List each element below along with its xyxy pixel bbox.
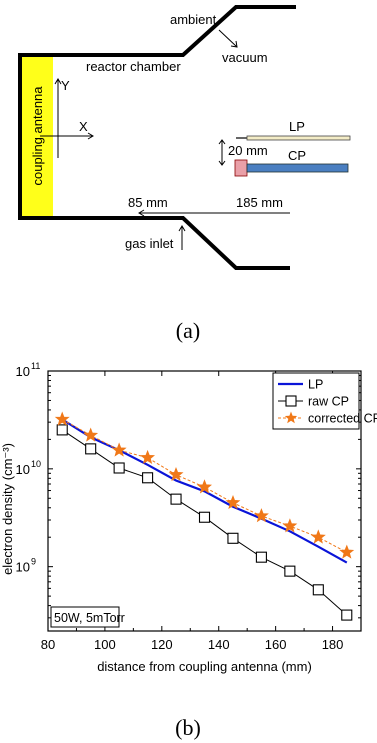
raw-cp-point — [170, 493, 182, 505]
y-tick-label: 10 — [16, 560, 30, 575]
legend-marker — [284, 411, 298, 424]
spacing-label: 20 mm — [228, 143, 268, 158]
raw-cp-point — [85, 443, 97, 455]
lp-label: LP — [289, 119, 305, 134]
cp-probe-head — [234, 159, 248, 177]
corrected-cp-point — [310, 529, 326, 544]
corrected-cp-point — [339, 544, 355, 559]
chamber-bottom-wall — [20, 216, 290, 270]
legend-label: corrected CP — [308, 412, 377, 426]
gas-inlet-label: gas inlet — [125, 236, 174, 251]
y-tick-label: 10 — [16, 462, 30, 477]
ambient-vacuum-arrowhead — [230, 40, 238, 48]
corrected-cp-point — [111, 442, 127, 457]
cp-probe — [246, 163, 349, 173]
corrected-cp-point — [282, 518, 298, 533]
raw-cp-point — [198, 511, 211, 523]
reactor-schematic: coupling antenna ambient vacuum reactor … — [18, 5, 351, 343]
ambient-vacuum-arrow — [218, 29, 238, 48]
coupling-antenna-label: coupling antenna — [30, 86, 45, 186]
condition-annotation: 50W, 5mTorr — [54, 611, 125, 625]
condition-annotation-box — [50, 606, 120, 628]
cp-label: CP — [288, 148, 306, 163]
vacuum-label: vacuum — [222, 50, 268, 65]
corrected-cp-point — [83, 427, 99, 442]
y-tick-label: 10 — [16, 364, 30, 379]
chamber-top-wall — [20, 5, 296, 57]
raw-cp-point — [227, 532, 239, 544]
reactor-chamber-label: reactor chamber — [86, 59, 181, 74]
y-tick-exponent: 9 — [31, 557, 36, 567]
corrected-cp-point — [254, 508, 269, 523]
ambient-label: ambient — [170, 12, 217, 27]
x-tick-label: 180 — [322, 637, 344, 652]
spacing-arrowhead-top — [218, 139, 226, 145]
raw-cp-point — [142, 472, 154, 484]
panel-a-caption: (a) — [176, 318, 200, 343]
y-tick-exponent: 11 — [31, 361, 40, 371]
raw-cp-point — [255, 551, 267, 563]
corrected-cp-point — [197, 479, 212, 494]
raw-cp-point — [56, 424, 68, 436]
x-tick-label: 100 — [94, 637, 116, 652]
distance-185-label: 185 mm — [236, 195, 283, 210]
y-axis-label: Y — [61, 78, 70, 93]
lp-probe — [246, 135, 351, 141]
x-tick-label: 80 — [41, 637, 55, 652]
corrected-cp-point — [140, 449, 156, 464]
raw-cp-point — [284, 565, 296, 577]
spacing-arrowhead-bottom — [218, 160, 226, 166]
x-axis-label: X — [79, 119, 88, 134]
panel-b-caption: (b) — [175, 715, 201, 740]
corrected-cp-point — [54, 411, 70, 426]
legend-marker — [285, 395, 297, 407]
x-axis-title: distance from coupling antenna (mm) — [97, 659, 312, 674]
legend-label: LP — [308, 378, 323, 392]
raw-cp-point — [341, 609, 353, 621]
raw-cp-point — [312, 584, 324, 596]
distance-arrowhead — [138, 209, 145, 217]
y-axis-arrowhead — [54, 78, 62, 85]
legend-label: raw CP — [308, 395, 349, 409]
gas-inlet-arrowhead — [178, 225, 186, 232]
series-line-corrected-cp — [61, 418, 348, 553]
x-tick-label: 160 — [265, 637, 287, 652]
distance-85-label: 85 mm — [128, 195, 168, 210]
corrected-cp-point — [225, 494, 241, 510]
x-tick-label: 120 — [151, 637, 173, 652]
raw-cp-point — [113, 462, 125, 474]
y-tick-exponent: 10 — [31, 459, 41, 469]
corrected-cp-point — [168, 466, 184, 482]
series-line-lp — [61, 418, 348, 564]
plot-frame — [47, 370, 362, 632]
y-axis-title: electron density (cm⁻³) — [0, 443, 15, 575]
x-tick-label: 140 — [208, 637, 230, 652]
x-axis-arrowhead — [87, 132, 94, 140]
